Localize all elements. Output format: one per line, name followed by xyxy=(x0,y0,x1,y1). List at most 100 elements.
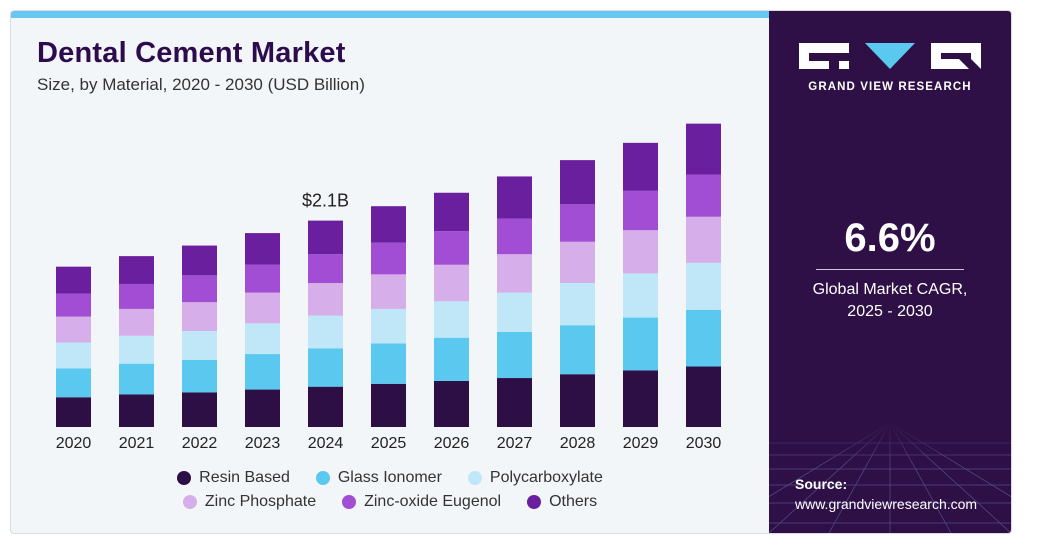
bar-segment-others-2027 xyxy=(497,176,532,219)
x-tick-label: 2030 xyxy=(686,435,722,452)
bar-segment-others-2021 xyxy=(119,256,154,284)
bar-segment-zinc-oxide-eugenol-2020 xyxy=(56,293,91,317)
legend-label: Zinc-oxide Eugenol xyxy=(364,493,502,510)
bar-segment-resin-based-2030 xyxy=(686,366,721,427)
cagr-label: Global Market CAGR, 2025 - 2030 xyxy=(769,279,1011,323)
cagr-label-line2: 2025 - 2030 xyxy=(847,303,933,320)
bar-segment-resin-based-2023 xyxy=(245,389,280,427)
x-tick-label: 2023 xyxy=(245,435,281,452)
x-tick-label: 2029 xyxy=(623,435,659,452)
divider xyxy=(816,269,964,270)
bar-segment-polycarboxylate-2020 xyxy=(56,342,91,369)
bar-segment-zinc-oxide-eugenol-2023 xyxy=(245,264,280,293)
legend-label: Polycarboxylate xyxy=(489,469,603,486)
bar-segment-glass-ionomer-2029 xyxy=(623,317,658,371)
accent-bar xyxy=(11,11,769,18)
legend-item: Polycarboxylate xyxy=(467,469,603,487)
legend-item: Zinc-oxide Eugenol xyxy=(342,493,501,511)
bar-segment-polycarboxylate-2022 xyxy=(182,331,217,360)
legend-swatch xyxy=(182,495,197,509)
bar-segment-glass-ionomer-2027 xyxy=(497,331,532,379)
gvr-logo xyxy=(799,43,981,69)
bar-segment-resin-based-2026 xyxy=(434,380,469,427)
bar-segment-polycarboxylate-2030 xyxy=(686,262,721,310)
bar-segment-zinc-phosphate-2026 xyxy=(434,264,469,302)
bar-segment-glass-ionomer-2030 xyxy=(686,309,721,367)
bar-segment-others-2030 xyxy=(686,123,721,175)
bar-segment-polycarboxylate-2024 xyxy=(308,315,343,349)
bar-segment-others-2022 xyxy=(182,245,217,276)
chart-subtitle: Size, by Material, 2020 - 2030 (USD Bill… xyxy=(37,75,365,94)
bar-segment-glass-ionomer-2021 xyxy=(119,363,154,395)
bar-segment-polycarboxylate-2021 xyxy=(119,335,154,364)
legend-swatch xyxy=(467,471,482,485)
sidebar-panel: GRAND VIEW RESEARCH 6.6% Global Market C… xyxy=(769,11,1011,533)
legend-swatch xyxy=(527,495,542,509)
bar-segment-glass-ionomer-2025 xyxy=(371,343,406,384)
legend-row: Resin Based Glass Ionomer Polycarboxylate xyxy=(11,469,769,487)
legend-item: Resin Based xyxy=(177,469,290,487)
cagr-label-line1: Global Market CAGR, xyxy=(812,281,968,298)
bar-segment-glass-ionomer-2023 xyxy=(245,354,280,390)
bar-segment-zinc-oxide-eugenol-2022 xyxy=(182,275,217,303)
bar-segment-resin-based-2027 xyxy=(497,378,532,427)
bar-segment-others-2020 xyxy=(56,266,91,294)
x-tick-label: 2020 xyxy=(56,435,92,452)
bar-segment-zinc-phosphate-2021 xyxy=(119,308,154,336)
source-link[interactable]: www.grandviewresearch.com xyxy=(795,496,978,512)
x-tick-label: 2027 xyxy=(497,435,533,452)
bar-segment-polycarboxylate-2025 xyxy=(371,308,406,344)
bar-segment-polycarboxylate-2027 xyxy=(497,292,532,332)
data-label-2024: $2.1B xyxy=(302,191,349,211)
legend-item: Zinc Phosphate xyxy=(182,493,317,511)
bar-segment-others-2023 xyxy=(245,233,280,265)
legend-label: Zinc Phosphate xyxy=(204,493,317,510)
legend-label: Glass Ionomer xyxy=(337,469,442,486)
bar-segment-others-2025 xyxy=(371,206,406,243)
bar-segment-resin-based-2029 xyxy=(623,370,658,427)
bar-segment-resin-based-2028 xyxy=(560,374,595,427)
bar-segment-zinc-phosphate-2025 xyxy=(371,274,406,309)
brand-name: GRAND VIEW RESEARCH xyxy=(808,81,972,93)
bar-segment-zinc-oxide-eugenol-2021 xyxy=(119,283,154,309)
bar-segment-zinc-oxide-eugenol-2025 xyxy=(371,242,406,275)
bar-segment-zinc-phosphate-2024 xyxy=(308,283,343,316)
bar-segment-zinc-phosphate-2027 xyxy=(497,254,532,293)
x-tick-label: 2024 xyxy=(308,435,344,452)
bar-segment-resin-based-2022 xyxy=(182,392,217,427)
legend-swatch xyxy=(342,495,357,509)
bar-segment-polycarboxylate-2023 xyxy=(245,323,280,355)
bar-segment-zinc-phosphate-2028 xyxy=(560,241,595,283)
legend-row: Zinc Phosphate Zinc-oxide Eugenol Others xyxy=(11,493,769,511)
legend-label: Resin Based xyxy=(199,469,290,486)
bar-segment-others-2026 xyxy=(434,192,469,232)
decorative-grid xyxy=(769,423,1011,533)
bar-segment-zinc-oxide-eugenol-2029 xyxy=(623,190,658,231)
legend-item: Others xyxy=(527,493,597,511)
bar-segment-zinc-phosphate-2029 xyxy=(623,230,658,274)
bar-segment-resin-based-2024 xyxy=(308,386,343,427)
x-tick-label: 2022 xyxy=(182,435,218,452)
bar-segment-zinc-phosphate-2020 xyxy=(56,316,91,343)
bar-segment-others-2028 xyxy=(560,160,595,205)
bar-segment-zinc-oxide-eugenol-2024 xyxy=(308,254,343,283)
bar-segment-resin-based-2020 xyxy=(56,397,91,427)
bar-segment-glass-ionomer-2024 xyxy=(308,348,343,387)
bar-segment-polycarboxylate-2029 xyxy=(623,273,658,318)
bar-segment-zinc-oxide-eugenol-2030 xyxy=(686,174,721,217)
bar-segment-zinc-oxide-eugenol-2028 xyxy=(560,204,595,242)
source-title: Source: xyxy=(795,476,848,492)
legend-item: Glass Ionomer xyxy=(315,469,442,487)
bar-segment-zinc-phosphate-2030 xyxy=(686,216,721,263)
bar-segment-zinc-phosphate-2022 xyxy=(182,302,217,331)
chart-legend: Resin Based Glass Ionomer Polycarboxylate … xyxy=(11,469,769,517)
bar-segment-resin-based-2025 xyxy=(371,383,406,427)
bar-segment-resin-based-2021 xyxy=(119,394,154,427)
cagr-value: 6.6% xyxy=(844,216,936,260)
bar-segment-polycarboxylate-2026 xyxy=(434,301,469,338)
x-tick-label: 2021 xyxy=(119,435,155,452)
bar-segment-polycarboxylate-2028 xyxy=(560,283,595,326)
x-tick-label: 2025 xyxy=(371,435,407,452)
bar-segment-glass-ionomer-2028 xyxy=(560,325,595,375)
bar-segment-glass-ionomer-2022 xyxy=(182,359,217,393)
